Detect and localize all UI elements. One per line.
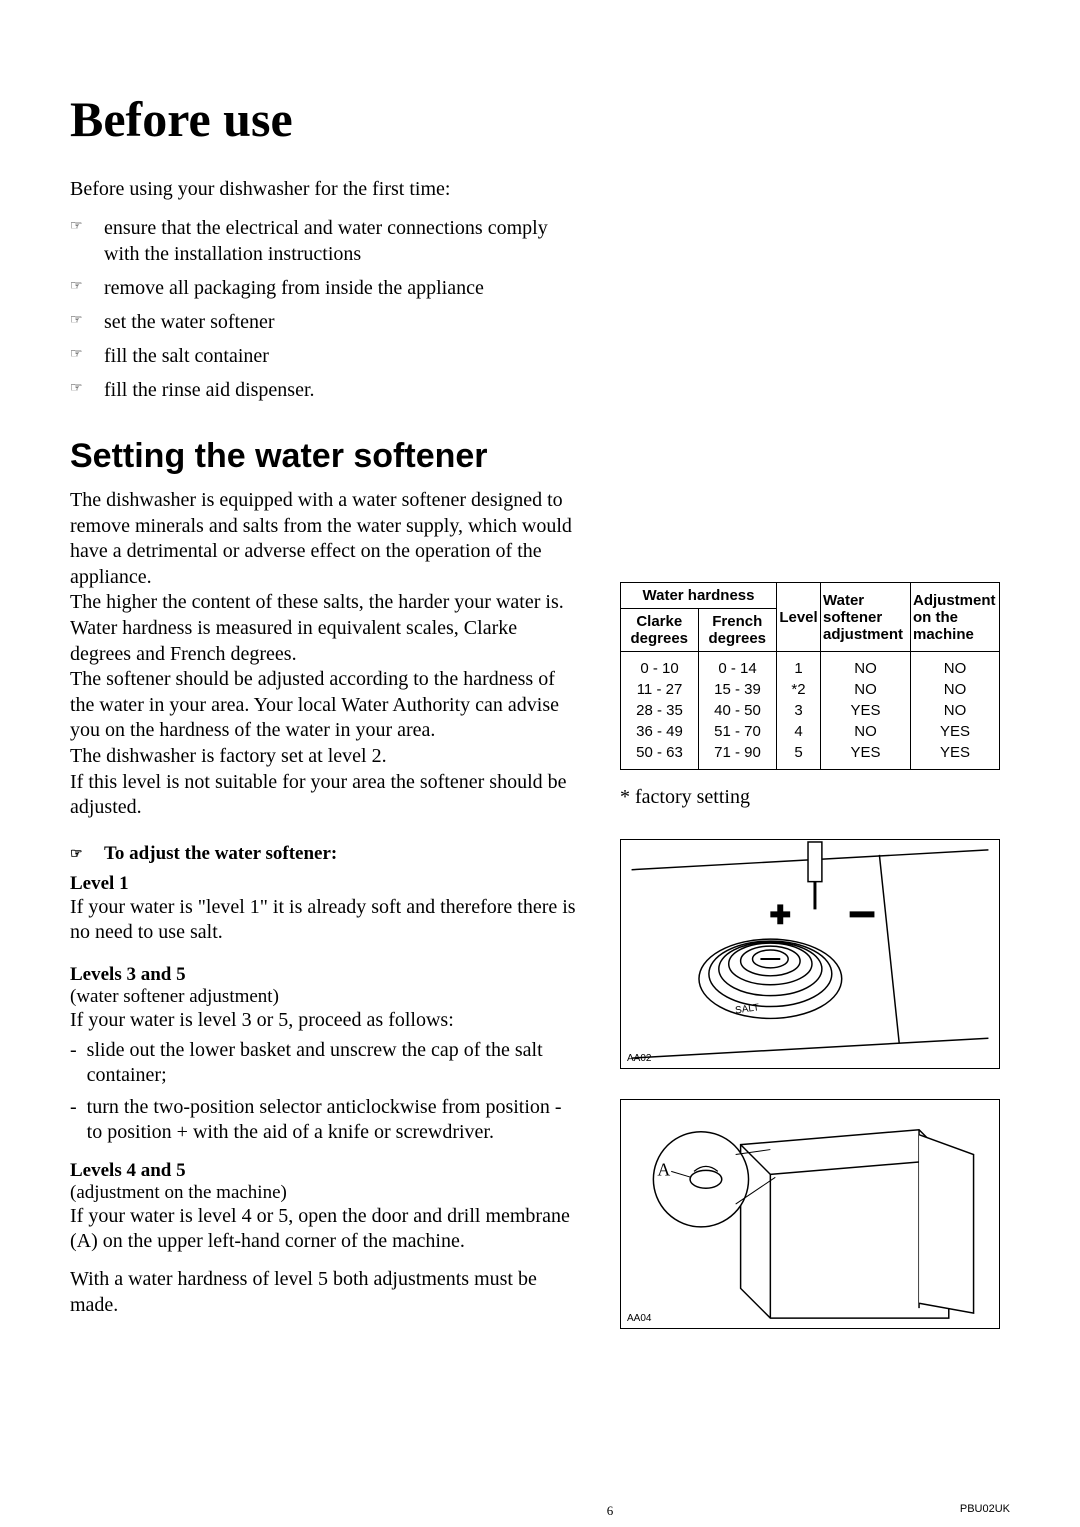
table-header: French degrees <box>699 609 777 651</box>
pointer-icon: ☞ <box>70 312 94 330</box>
table-cell: YES <box>911 721 999 742</box>
table-cell: NO <box>911 700 999 721</box>
paragraph: The dishwasher is equipped with a water … <box>70 488 580 590</box>
table-cell: 0 - 14 <box>699 658 776 679</box>
paragraph: If your water is level 3 or 5, proceed a… <box>70 1008 580 1034</box>
table-cell: 51 - 70 <box>699 721 776 742</box>
table-header: Water softener adjustment <box>821 583 911 651</box>
table-cell: YES <box>821 742 910 763</box>
table-cell: 71 - 90 <box>699 742 776 763</box>
page-title: Before use <box>70 90 1010 148</box>
table-cell: NO <box>821 721 910 742</box>
bullet-list: ☞ ensure that the electrical and water co… <box>70 215 570 403</box>
paragraph: If this level is not suitable for your a… <box>70 770 580 821</box>
pointer-icon: ☞ <box>70 346 94 364</box>
table-cell: NO <box>821 679 910 700</box>
diagram-code: AA04 <box>627 1313 651 1324</box>
paragraph: If your water is "level 1" it is already… <box>70 895 580 946</box>
table-cell: NO <box>911 679 999 700</box>
pointer-icon: ☞ <box>70 218 94 236</box>
bullet-item: set the water softener <box>104 309 274 335</box>
table-header: Level <box>777 583 821 651</box>
table-header: Adjustment on the machine <box>911 583 999 651</box>
table-cell: YES <box>821 700 910 721</box>
adjust-heading: To adjust the water softener: <box>104 843 337 865</box>
table-cell: 40 - 50 <box>699 700 776 721</box>
table-cell: 0 - 10 <box>621 658 698 679</box>
factory-note: * factory setting <box>620 786 1000 809</box>
bullet-item: ensure that the electrical and water con… <box>104 215 570 267</box>
step-item: turn the two-position selector anticlock… <box>70 1095 580 1146</box>
level-heading: Levels 3 and 5 <box>70 964 580 986</box>
hardness-table: Water hardness Clarke degrees French deg… <box>620 582 1000 770</box>
bullet-item: remove all packaging from inside the app… <box>104 275 484 301</box>
table-header: Clarke degrees <box>621 609 699 651</box>
sub-note: (adjustment on the machine) <box>70 1182 580 1204</box>
pointer-icon: ☞ <box>70 278 94 296</box>
salt-cap-diagram: SALT AA02 <box>620 839 1000 1069</box>
paragraph: If your water is level 4 or 5, open the … <box>70 1204 580 1255</box>
paragraph: The softener should be adjusted accordin… <box>70 667 580 744</box>
table-cell: 1 <box>777 658 820 679</box>
bullet-item: fill the salt container <box>104 343 269 369</box>
intro-text: Before using your dishwasher for the fir… <box>70 178 1010 201</box>
diagram-a-label: A <box>657 1159 670 1179</box>
table-cell: 36 - 49 <box>621 721 698 742</box>
page-number: 6 <box>70 1503 1080 1519</box>
table-cell: 28 - 35 <box>621 700 698 721</box>
pointer-icon: ☞ <box>70 380 94 398</box>
table-cell: 3 <box>777 700 820 721</box>
table-cell: NO <box>911 658 999 679</box>
table-cell: 4 <box>777 721 820 742</box>
level-heading: Level 1 <box>70 873 580 895</box>
bullet-item: fill the rinse aid dispenser. <box>104 377 315 403</box>
table-header: Water hardness <box>621 583 776 609</box>
section-title: Setting the water softener <box>70 437 1010 476</box>
machine-diagram: A AA04 <box>620 1099 1000 1329</box>
paragraph: Water hardness is measured in equivalent… <box>70 616 580 667</box>
diagram-code: AA02 <box>627 1053 651 1064</box>
table-cell: 11 - 27 <box>621 679 698 700</box>
table-cell: 50 - 63 <box>621 742 698 763</box>
paragraph: With a water hardness of level 5 both ad… <box>70 1267 580 1318</box>
sub-note: (water softener adjustment) <box>70 986 580 1008</box>
paragraph: The higher the content of these salts, t… <box>70 590 580 616</box>
table-cell: YES <box>911 742 999 763</box>
level-heading: Levels 4 and 5 <box>70 1160 580 1182</box>
step-item: slide out the lower basket and unscrew t… <box>70 1038 580 1089</box>
table-cell: *2 <box>777 679 820 700</box>
table-cell: NO <box>821 658 910 679</box>
doc-code: PBU02UK <box>960 1503 1010 1515</box>
paragraph: The dishwasher is factory set at level 2… <box>70 744 580 770</box>
pointer-icon: ☞ <box>70 846 94 863</box>
table-cell: 5 <box>777 742 820 763</box>
step-list: slide out the lower basket and unscrew t… <box>70 1038 580 1146</box>
table-cell: 15 - 39 <box>699 679 776 700</box>
